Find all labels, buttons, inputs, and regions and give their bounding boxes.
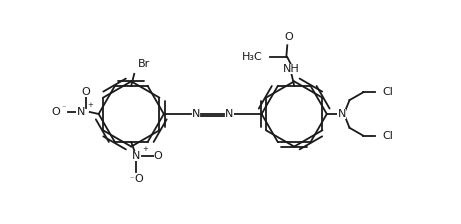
Text: O: O bbox=[135, 174, 143, 184]
Text: N: N bbox=[192, 109, 200, 119]
Text: O: O bbox=[82, 87, 90, 97]
Text: Br: Br bbox=[138, 59, 150, 69]
Text: N: N bbox=[132, 151, 140, 161]
Text: +: + bbox=[87, 102, 93, 108]
Text: Cl: Cl bbox=[382, 87, 393, 97]
Text: +: + bbox=[142, 146, 148, 152]
Text: O: O bbox=[284, 32, 293, 42]
Text: H₃C: H₃C bbox=[242, 52, 263, 62]
Text: ⁻: ⁻ bbox=[62, 103, 66, 112]
Text: N: N bbox=[225, 109, 234, 119]
Text: O: O bbox=[51, 107, 60, 117]
Text: N: N bbox=[77, 107, 85, 117]
Text: O: O bbox=[154, 151, 162, 161]
Text: Cl: Cl bbox=[382, 131, 393, 141]
Text: N: N bbox=[337, 109, 346, 119]
Text: NH: NH bbox=[283, 64, 300, 74]
Text: ⁻: ⁻ bbox=[130, 175, 134, 184]
